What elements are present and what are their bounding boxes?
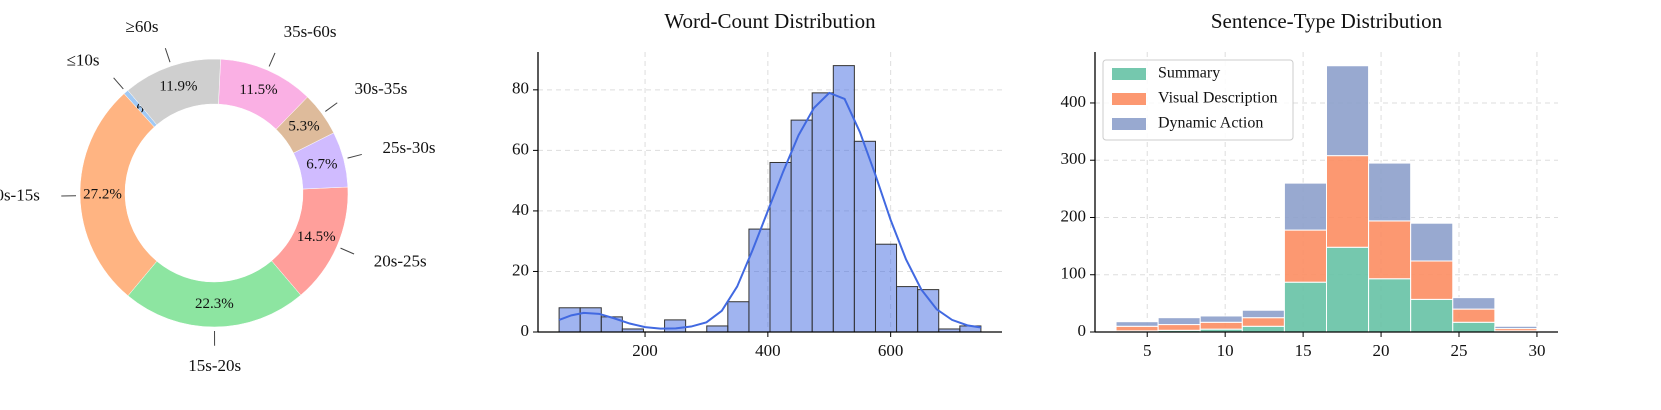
histogram-bar [853, 140, 876, 333]
stacked-bar [1368, 162, 1412, 222]
y-tick-label: 300 [1061, 149, 1087, 168]
stacked-bar [1241, 309, 1285, 319]
y-tick-label: 0 [1078, 321, 1087, 340]
histogram-bar [790, 119, 813, 333]
slice-percent: 11.9% [159, 79, 197, 95]
y-tick-label: 100 [1061, 264, 1087, 283]
histogram-bar [896, 286, 919, 333]
x-tick-label: 10 [1217, 341, 1234, 360]
y-tick-label: 200 [1061, 206, 1087, 225]
stacked-bar [1368, 220, 1412, 280]
slice-label: 30s-35s [355, 79, 408, 98]
legend-box [1102, 59, 1294, 141]
y-tick-label: 400 [1061, 92, 1087, 111]
stacked-bar [1368, 278, 1412, 333]
slice-label: 15s-20s [188, 356, 241, 375]
slice-percent: 6.7% [306, 156, 337, 172]
stacked-bar [1410, 222, 1454, 262]
slice-label: ≤10s [67, 51, 100, 70]
histogram-bar [832, 65, 855, 333]
x-tick-label: 20 [1373, 341, 1390, 360]
donut-slice [127, 260, 302, 328]
legend-swatch [1112, 118, 1146, 130]
stacked-bar [1283, 182, 1327, 231]
histogram-bar [748, 228, 771, 333]
stacked-bar [1241, 317, 1285, 327]
stacked-bar [1157, 317, 1201, 326]
histogram-bar [874, 243, 898, 333]
stacked-bar [1241, 325, 1285, 333]
y-tick-label: 40 [512, 200, 529, 219]
histogram-bar [664, 319, 687, 333]
slice-label: ≥60s [126, 17, 159, 36]
slice-label: 20s-25s [374, 251, 427, 270]
histogram-bar [558, 307, 581, 333]
legend-label: Visual Description [1158, 90, 1277, 107]
histogram-bar [917, 289, 940, 333]
leader-line [347, 153, 362, 159]
legend-swatch [1112, 93, 1146, 105]
stacked-bar [1452, 297, 1496, 310]
chart-title: Word-Count Distribution [664, 9, 876, 33]
histogram-bar [811, 92, 834, 333]
x-tick-label: 15 [1295, 341, 1312, 360]
leader-line [164, 48, 171, 63]
leader-line [268, 52, 276, 67]
kde-line [558, 91, 982, 330]
x-tick-label: 400 [755, 341, 781, 360]
slice-percent: 14.5% [297, 229, 336, 245]
stacked-bar [1494, 325, 1538, 330]
stacked-bar [1410, 298, 1454, 333]
x-tick-label: 30 [1528, 341, 1545, 360]
stacked-bar [1410, 260, 1454, 300]
slice-percent: 5.3% [288, 119, 319, 135]
stacked-bar [1283, 281, 1327, 333]
legend-label: Summary [1158, 65, 1220, 82]
slice-label: 10s-15s [0, 185, 40, 204]
donut-slice [127, 58, 221, 126]
leader-line [113, 77, 124, 90]
stacked-bar [1326, 155, 1370, 248]
slice-label: 35s-60s [284, 22, 337, 41]
stacked-bar [1199, 321, 1243, 330]
legend-label: Dynamic Action [1158, 115, 1263, 132]
stacked-bar [1115, 325, 1159, 332]
histogram-bar [579, 307, 602, 333]
x-tick-label: 600 [878, 341, 904, 360]
stacked-bar [1326, 246, 1370, 333]
leader-line [340, 247, 355, 255]
stacked-bar [1115, 321, 1159, 327]
stacked-bar [1199, 315, 1243, 323]
y-tick-label: 80 [512, 79, 529, 98]
stacked-bar [1452, 321, 1496, 333]
legend-swatch [1112, 68, 1146, 80]
stacked-bar [1157, 324, 1201, 331]
x-tick-label: 25 [1451, 341, 1468, 360]
stacked-bar [1326, 65, 1370, 157]
histogram-bar [769, 161, 792, 333]
histogram-bar [727, 301, 750, 333]
chart-title: Sentence-Type Distribution [1211, 9, 1443, 33]
stacked-bar [1452, 308, 1496, 323]
x-tick-label: 5 [1143, 341, 1152, 360]
stacked-bar [1283, 229, 1327, 283]
slice-label: 25s-30s [383, 138, 436, 157]
y-tick-label: 20 [512, 260, 529, 279]
y-tick-label: 60 [512, 139, 529, 158]
slice-percent: 22.3% [195, 296, 234, 312]
slice-percent: 27.2% [83, 187, 122, 203]
slice-percent: 11.5% [239, 82, 277, 98]
x-tick-label: 200 [632, 341, 658, 360]
leader-line [325, 102, 338, 112]
y-tick-label: 0 [521, 321, 530, 340]
histogram-bar [706, 325, 729, 333]
